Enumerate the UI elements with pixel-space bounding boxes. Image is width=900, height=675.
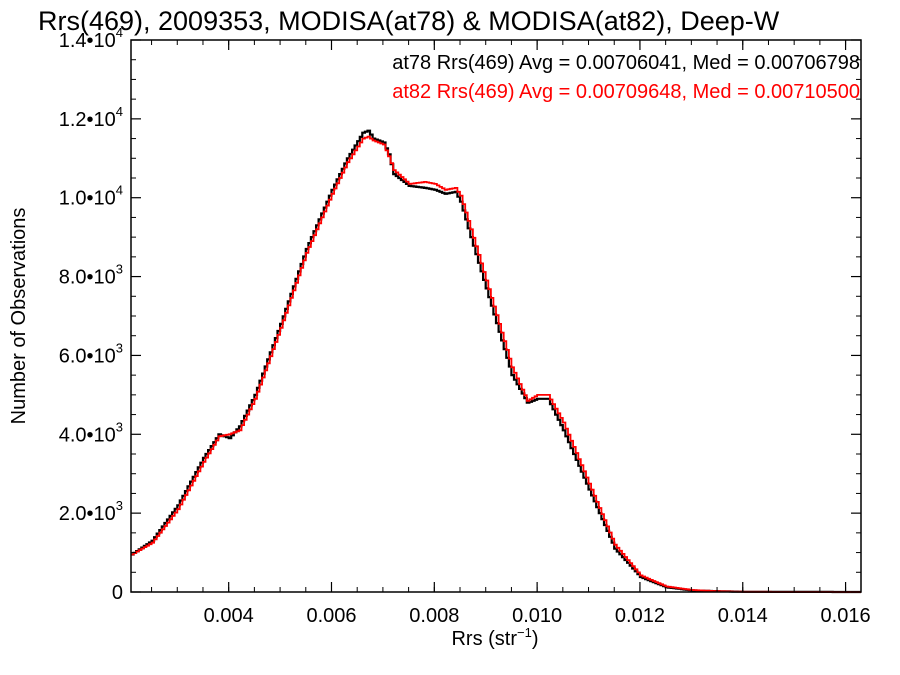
y-tick-label: 1.2•104	[59, 104, 123, 131]
y-axis-label: Number of Observations	[8, 208, 30, 425]
ticks-layer: 0.004 0.006 0.008 0.010 0.012 0.014 0.016 0 2.0•…	[59, 25, 871, 627]
plot-frame	[130, 39, 862, 593]
legend-at78-stats: at78 Rrs(469) Avg = 0.00706041, Med = 0.…	[392, 52, 860, 74]
x-tick-label: 0.014	[718, 605, 768, 627]
x-tick-label: 0.012	[615, 605, 665, 627]
series-line-at78	[131, 129, 861, 594]
y-tick-label: 1.4•104	[59, 25, 123, 52]
x-tick-label: 0.016	[821, 605, 871, 627]
y-tick-label: 6.0•103	[59, 340, 123, 367]
x-tick-label: 0.010	[512, 605, 562, 627]
x-axis-label: Rrs (str−1)	[451, 625, 538, 650]
x-tick-label: 0.008	[409, 605, 459, 627]
x-tick-label: 0.006	[306, 605, 356, 627]
y-tick-label: 4.0•103	[59, 419, 123, 446]
chart-title: Rrs(469), 2009353, MODISA(at78) & MODISA…	[38, 6, 780, 36]
y-tick-label: 8.0•103	[59, 262, 123, 289]
y-tick-label: 0	[112, 582, 123, 604]
series-line-at82	[131, 135, 861, 593]
legend-at82-stats: at82 Rrs(469) Avg = 0.00709648, Med = 0.…	[392, 81, 860, 103]
x-tick-label: 0.004	[204, 605, 254, 627]
series-layer	[131, 129, 861, 594]
y-tick-label: 2.0•103	[59, 498, 123, 525]
y-tick-label: 1.0•104	[59, 183, 123, 210]
